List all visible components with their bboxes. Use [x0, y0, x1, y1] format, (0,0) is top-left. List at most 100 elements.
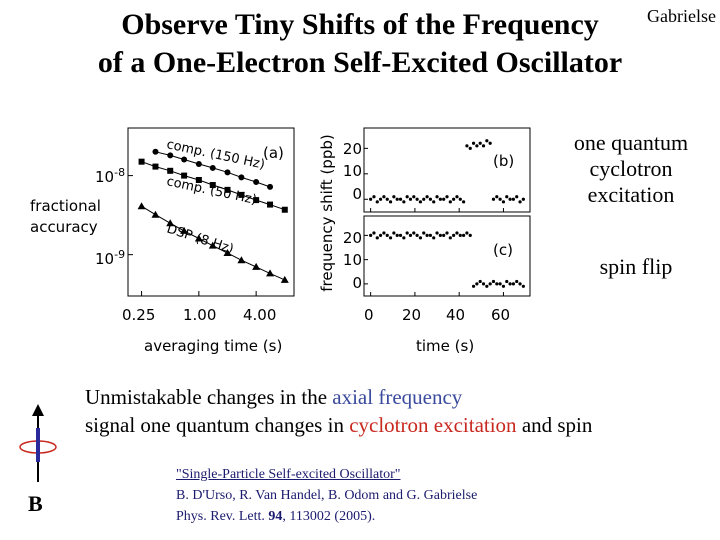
plot-c-point-32 [475, 282, 479, 286]
plot-c-point-3 [379, 233, 383, 237]
point-150hz-4 [209, 164, 216, 171]
ytick-upper-exp: -8 [114, 166, 126, 179]
plot-b-point-17 [425, 195, 429, 199]
plot-c-point-12 [408, 233, 413, 237]
left-xtick-1: 1.00 [183, 306, 217, 324]
plot-b-point-33 [478, 141, 482, 145]
point-8hz-8 [252, 262, 261, 270]
cyclotron-annotation-line-2: cyclotron [589, 156, 673, 181]
plot-c-point-18 [428, 233, 432, 237]
plot-b-point-2 [375, 200, 379, 204]
right-xlabel: time (s) [416, 337, 475, 355]
plot-b-point-7 [392, 195, 396, 199]
plot-c-point-5 [385, 233, 389, 237]
plot-c-point-9 [398, 233, 403, 237]
ytick-lower-base: 10 [95, 250, 115, 268]
plot-c-point-13 [412, 231, 416, 235]
caption-text-2: signal one quantum changes in [85, 413, 350, 437]
plot-b-point-14 [415, 197, 419, 201]
point-8hz-10 [280, 275, 289, 283]
plot-b-point-44 [515, 195, 519, 199]
plot-c-point-42 [508, 282, 512, 286]
plot-c-point-28 [462, 233, 466, 237]
caption-line-2: signal one quantum changes in cyclotron … [85, 411, 592, 439]
plot-b-point-27 [458, 197, 462, 201]
plot-b-point-26 [455, 195, 459, 199]
cyclotron-annotation: one quantum cyclotron excitation [556, 130, 706, 208]
field-arrowhead-icon [32, 404, 44, 416]
plot-c-point-0 [369, 233, 373, 237]
plot-c-point-21 [438, 233, 442, 237]
plot-b-point-4 [382, 195, 386, 199]
c-tick-20: 20 [342, 229, 362, 247]
plot-c-point-31 [471, 284, 476, 288]
plot-c-point-35 [485, 284, 489, 288]
point-50hz-0 [138, 158, 145, 165]
point-8hz-5 [208, 241, 217, 249]
c-tick-0: 0 [352, 274, 362, 292]
point-150hz-7 [253, 178, 260, 185]
point-8hz-3 [180, 226, 189, 234]
plot-b-point-34 [481, 144, 486, 148]
point-150hz-8 [267, 183, 274, 190]
plot-c-point-38 [495, 282, 499, 286]
point-50hz-8 [253, 197, 260, 204]
plot-b-point-19 [432, 200, 436, 204]
point-150hz-1 [167, 152, 174, 159]
label-c: (c) [493, 241, 513, 259]
plot-c [363, 215, 531, 297]
ytick-lower: 10-9 [95, 248, 125, 268]
left-xtick-0: 0.25 [122, 306, 156, 324]
plot-c-point-1 [372, 231, 376, 235]
slide-title: Observe Tiny Shifts of the Frequency of … [60, 6, 660, 82]
plot-c-point-41 [505, 279, 509, 284]
author-name: Gabrielse [647, 6, 716, 26]
plot-c-point-20 [435, 231, 439, 235]
reference-title[interactable]: "Single-Particle Self-excited Oscillator… [176, 467, 401, 482]
cyclotron-annotation-line-1: one quantum [573, 130, 689, 155]
plot-b-point-11 [405, 195, 409, 199]
caption-line-1: Unmistakable changes in the axial freque… [85, 383, 592, 411]
plot-b-point-31 [471, 141, 476, 145]
caption: Unmistakable changes in the axial freque… [85, 383, 592, 439]
plot-b-point-32 [475, 144, 479, 148]
plot-c-point-25 [452, 233, 456, 237]
point-8hz-7 [237, 256, 246, 264]
plot-b-point-13 [412, 195, 416, 199]
ytick-lower-exp: -9 [114, 248, 126, 261]
plot-b-point-0 [369, 197, 373, 201]
plot-c-point-30 [468, 233, 472, 237]
plot-b-point-1 [372, 195, 376, 199]
reference: "Single-Particle Self-excited Oscillator… [176, 464, 477, 527]
plot-b-point-22 [442, 197, 446, 201]
point-50hz-3 [181, 172, 188, 179]
plot-b-point-30 [468, 146, 472, 150]
plot-c-point-44 [515, 279, 519, 284]
plot-c-point-40 [501, 284, 506, 288]
plot-b-point-20 [435, 195, 439, 199]
plot-a-frame [127, 127, 295, 297]
plot-b-frame [363, 127, 531, 213]
plot-b-point-39 [498, 197, 502, 201]
plot-c-point-23 [445, 231, 449, 235]
plot-b-point-36 [488, 141, 492, 145]
right-xtick-0: 0 [364, 306, 374, 324]
title-line-2: of a One-Electron Self-Excited Oscillato… [97, 46, 623, 79]
point-150hz-6 [238, 174, 245, 181]
right-xtick-40: 40 [446, 306, 466, 324]
plot-b-point-25 [452, 197, 456, 201]
ytick-upper: 10-8 [95, 166, 125, 186]
caption-axial: axial frequency [332, 385, 463, 409]
point-50hz-7 [238, 191, 245, 198]
caption-cyclotron: cyclotron excitation [349, 413, 517, 437]
point-50hz-10 [281, 206, 288, 213]
c-tick-10: 10 [342, 251, 362, 269]
plot-b-point-41 [505, 195, 509, 199]
field-label: B [28, 491, 43, 516]
point-50hz-2 [167, 167, 174, 174]
plot-c-point-24 [448, 236, 452, 240]
plot-c-point-37 [491, 279, 496, 284]
point-150hz-2 [181, 156, 188, 163]
point-50hz-4 [195, 176, 202, 183]
b-tick-10: 10 [342, 162, 362, 180]
